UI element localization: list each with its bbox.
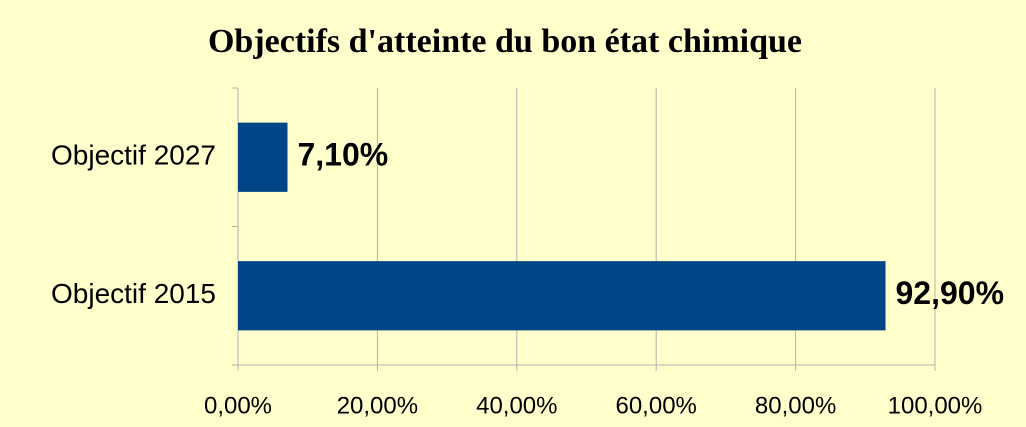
bar (238, 261, 886, 331)
bar (238, 122, 288, 192)
x-tick-label: 80,00% (755, 392, 836, 419)
y-tick-label: Objectif 2027 (51, 140, 216, 171)
data-label: 92,90% (896, 275, 1005, 311)
x-tick-label: 0,00% (204, 392, 272, 419)
y-tick-label: Objectif 2015 (51, 278, 216, 309)
x-tick-label: 40,00% (476, 392, 557, 419)
x-tick-label: 60,00% (615, 392, 696, 419)
chart-title: Objectifs d'atteinte du bon état chimiqu… (208, 23, 802, 60)
x-tick-label: 100,00% (888, 392, 983, 419)
data-label: 7,10% (297, 137, 388, 173)
x-tick-label: 20,00% (337, 392, 418, 419)
